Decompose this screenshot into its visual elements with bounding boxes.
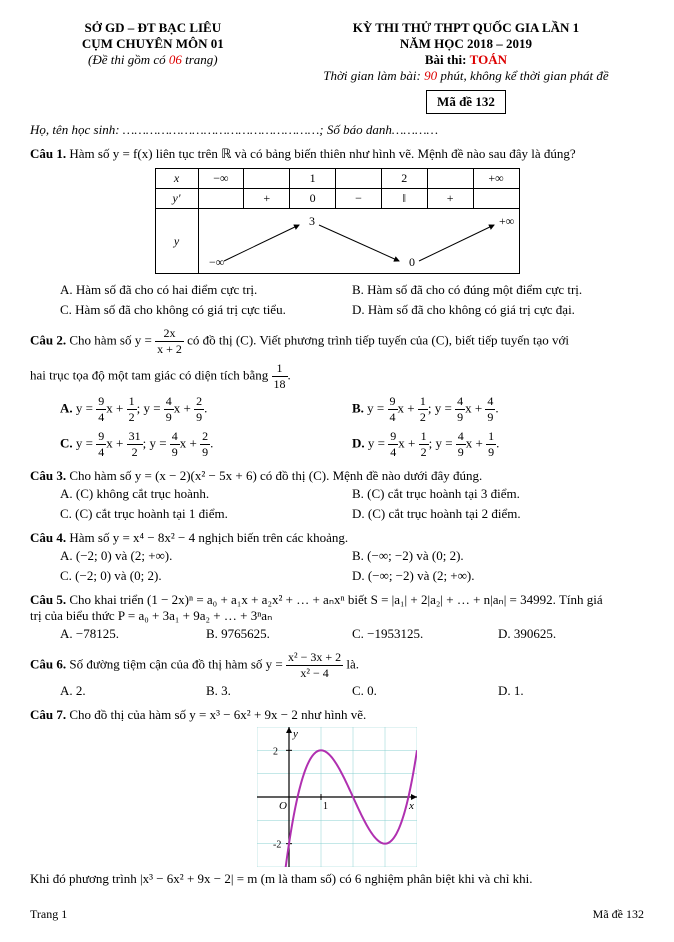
q6-c: C. 0. xyxy=(352,681,498,701)
header-right: KỲ THI THỬ THPT QUỐC GIA LẦN 1 NĂM HỌC 2… xyxy=(288,20,644,114)
q4-d: D. (−∞; −2) và (2; +∞). xyxy=(352,566,644,586)
subject-line: Bài thi: TOÁN xyxy=(288,52,644,68)
svg-text:O: O xyxy=(279,800,287,812)
q1-b: B. Hàm số đã cho có đúng một điểm cực tr… xyxy=(352,280,644,300)
footer-code: Mã đề 132 xyxy=(593,907,644,922)
q5-a: A. −78125. xyxy=(60,624,206,644)
svg-text:2: 2 xyxy=(273,746,278,757)
svg-text:0: 0 xyxy=(409,255,415,269)
header-left: SỞ GD – ĐT BẠC LIÊU CỤM CHUYÊN MÔN 01 (Đ… xyxy=(30,20,276,114)
q5-b: B. 9765625. xyxy=(206,624,352,644)
q3-d: D. (C) cắt trục hoành tại 2 điểm. xyxy=(352,504,644,524)
question-1: Câu 1. Hàm số y = f(x) liên tục trên ℝ v… xyxy=(30,146,644,320)
q1-c: C. Hàm số đã cho không có giá trị cực ti… xyxy=(60,300,352,320)
svg-text:x: x xyxy=(408,800,414,812)
q2-a: A. y = 94x + 12; y = 49x + 29. xyxy=(60,392,352,427)
svg-text:y: y xyxy=(292,728,298,740)
q4-a: A. (−2; 0) và (2; +∞). xyxy=(60,546,352,566)
q3-c: C. (C) cắt trục hoành tại 1 điểm. xyxy=(60,504,352,524)
q6-d: D. 1. xyxy=(498,681,644,701)
time-line: Thời gian làm bài: 90 phút, không kể thờ… xyxy=(288,68,644,84)
q5-d: D. 390625. xyxy=(498,624,644,644)
svg-text:1: 1 xyxy=(323,801,328,812)
exam-code-box: Mã đề 132 xyxy=(426,90,506,114)
page-number: Trang 1 xyxy=(30,907,67,922)
svg-text:+∞: +∞ xyxy=(499,214,514,228)
q1-d: D. Hàm số đã cho không có giá trị cực đạ… xyxy=(352,300,644,320)
group: CỤM CHUYÊN MÔN 01 xyxy=(30,36,276,52)
svg-text:-2: -2 xyxy=(273,840,281,851)
question-3: Câu 3. Cho hàm số y = (x − 2)(x² − 5x + … xyxy=(30,468,644,524)
exam-title: KỲ THI THỬ THPT QUỐC GIA LẦN 1 xyxy=(288,20,644,36)
dept: SỞ GD – ĐT BẠC LIÊU xyxy=(30,20,276,36)
question-2: Câu 2. Cho hàm số y = 2xx + 2 có đồ thị … xyxy=(30,326,644,462)
question-6: Câu 6. Số đường tiệm cận của đồ thị hàm … xyxy=(30,650,644,701)
pages: (Đề thi gồm có 06 trang) xyxy=(30,52,276,68)
q3-b: B. (C) cắt trục hoành tại 3 điểm. xyxy=(352,484,644,504)
variation-table: x −∞ 1 2 +∞ y' + 0 − ‖ + y 3 +∞ xyxy=(155,168,520,274)
question-5: Câu 5. Cho khai triển (1 − 2x)ⁿ = a₀ + a… xyxy=(30,592,644,644)
svg-text:−∞: −∞ xyxy=(209,255,224,269)
q3-a: A. (C) không cắt trục hoành. xyxy=(60,484,352,504)
q6-a: A. 2. xyxy=(60,681,206,701)
header: SỞ GD – ĐT BẠC LIÊU CỤM CHUYÊN MÔN 01 (Đ… xyxy=(30,20,644,114)
year: NĂM HỌC 2018 – 2019 xyxy=(288,36,644,52)
svg-text:3: 3 xyxy=(309,214,315,228)
q5-c: C. −1953125. xyxy=(352,624,498,644)
student-fill: Họ, tên học sinh: ……………………………………………; Số … xyxy=(30,122,644,138)
q1-a: A. Hàm số đã cho có hai điểm cực trị. xyxy=(60,280,352,300)
question-4: Câu 4. Hàm số y = x⁴ − 8x² − 4 nghịch bi… xyxy=(30,530,644,586)
cubic-graph: y x O 2 -2 1 xyxy=(30,727,644,867)
q4-c: C. (−2; 0) và (0; 2). xyxy=(60,566,352,586)
q4-b: B. (−∞; −2) và (0; 2). xyxy=(352,546,644,566)
q2-c: C. y = 94x + 312; y = 49x + 29. xyxy=(60,427,352,462)
footer: Trang 1 Mã đề 132 xyxy=(30,907,644,922)
q2-b: B. y = 94x + 12; y = 49x + 49. xyxy=(352,392,644,427)
variation-arrows: 3 +∞ −∞ 0 xyxy=(199,211,519,271)
q6-b: B. 3. xyxy=(206,681,352,701)
question-7: Câu 7. Cho đồ thị của hàm số y = x³ − 6x… xyxy=(30,707,644,887)
q2-d: D. y = 94x + 12; y = 49x + 19. xyxy=(352,427,644,462)
